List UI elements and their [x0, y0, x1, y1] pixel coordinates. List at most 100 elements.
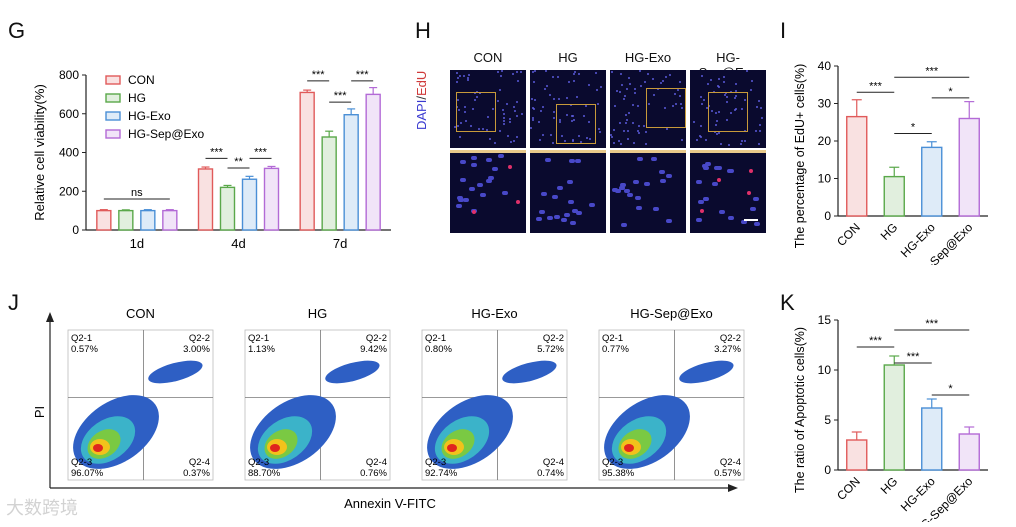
bar — [299, 91, 315, 231]
significance-label: ** — [234, 156, 243, 168]
zoom-region-box — [708, 92, 748, 132]
significance-label: *** — [210, 146, 224, 158]
x-tick-label: 1d — [130, 236, 144, 251]
quadrant-q3-name: Q2-3 — [602, 457, 623, 468]
bar — [365, 93, 381, 231]
bar — [958, 117, 980, 217]
quadrant-q4-value: 0.76% — [360, 468, 387, 479]
label-separator: / — [414, 96, 429, 100]
flow-plot-frame — [598, 329, 745, 481]
quadrant-q4-name: Q2-4 — [720, 457, 741, 468]
significance-label: *** — [254, 146, 268, 158]
x-tick-label: HG — [878, 474, 901, 497]
bar — [241, 178, 258, 231]
density-peak — [270, 444, 280, 452]
quadrant-q4-value: 0.74% — [537, 468, 564, 479]
panel-j-flow-cytometry: PI Annexin V-FITC CON Q2-1 0.57% Q2-2 3.00% Q2-… — [30, 300, 770, 522]
quadrant-q2-name: Q2-2 — [720, 333, 741, 344]
y-tick-label: 400 — [59, 146, 79, 160]
quadrant-q3-name: Q2-3 — [425, 457, 446, 468]
flow-plot-title: HG-Exo — [471, 306, 517, 321]
bar — [921, 146, 943, 217]
significance-label: * — [948, 86, 953, 98]
significance-label: *** — [334, 90, 348, 102]
bar — [140, 209, 156, 231]
bar — [958, 433, 980, 471]
quadrant-q3-value: 88.70% — [248, 468, 281, 479]
quadrant-q4-value: 0.57% — [714, 468, 741, 479]
density-apoptotic — [502, 360, 557, 384]
quadrant-q4-name: Q2-4 — [189, 457, 210, 468]
panel-letter-h: H — [415, 18, 431, 43]
y-tick-label: 30 — [818, 97, 832, 111]
y-tick-label: 10 — [818, 363, 832, 377]
bar — [162, 209, 178, 231]
panel-letter-i: I — [780, 18, 787, 43]
x-tick-label: HG — [878, 220, 901, 243]
legend-swatch — [105, 75, 121, 85]
density-peak — [447, 444, 457, 452]
y-tick-label: 600 — [59, 107, 79, 121]
chart-k-apoptotic-ratio: 0 5 10 15 The ratio of Apoptotic cells(%) CON… — [793, 313, 988, 522]
y-tick-label: 800 — [59, 68, 79, 82]
density-apoptotic — [679, 360, 734, 384]
quadrant-q2-name: Q2-2 — [189, 333, 210, 344]
significance-label: * — [911, 122, 916, 134]
fluor-column-label: CON — [473, 50, 503, 65]
fluor-column-label: HG — [558, 50, 578, 65]
dapi-edu-side-label: DAPI/EdU — [414, 71, 429, 130]
zoom-region-box — [646, 88, 686, 128]
bar — [263, 167, 280, 231]
quadrant-q2-value: 3.27% — [714, 344, 741, 355]
panel-letter-j: J — [8, 290, 19, 315]
y-tick-label: 20 — [818, 134, 832, 148]
density-peak — [624, 444, 634, 452]
density-peak — [93, 444, 103, 452]
quadrant-q4-value: 0.37% — [183, 468, 210, 479]
bar — [846, 439, 868, 471]
y-tick-label: 0 — [72, 223, 79, 237]
bar — [321, 136, 337, 231]
quadrant-q4-name: Q2-4 — [366, 457, 387, 468]
significance-label: *** — [869, 335, 883, 347]
quadrant-q3-name: Q2-3 — [71, 457, 92, 468]
y-tick-label: 5 — [824, 413, 831, 427]
x-tick-label: 4d — [231, 236, 245, 251]
quadrant-q1-name: Q2-1 — [248, 333, 269, 344]
density-apoptotic — [148, 360, 203, 384]
flow-plot-frame — [244, 329, 391, 481]
legend-label: HG — [128, 91, 146, 105]
pi-axis-label: PI — [32, 406, 47, 418]
quadrant-q4-name: Q2-4 — [543, 457, 564, 468]
significance-label: * — [948, 383, 953, 395]
quadrant-q3-name: Q2-3 — [248, 457, 269, 468]
dapi-label: DAPI — [414, 99, 429, 130]
chart-i-edu-percentage: 0 10 20 30 40 The percentage of EdU+ cells(%)… — [793, 59, 988, 265]
fluor-image-overview — [450, 70, 526, 148]
flow-plot-title: CON — [126, 306, 155, 321]
scale-bar — [744, 219, 758, 221]
significance-label: *** — [869, 80, 883, 92]
bar — [343, 114, 359, 231]
x-tick-label: 7d — [333, 236, 347, 251]
legend-swatch — [105, 129, 121, 139]
y-tick-label: 200 — [59, 184, 79, 198]
bar — [846, 115, 868, 217]
quadrant-q2-name: Q2-2 — [543, 333, 564, 344]
edu-label: EdU — [414, 70, 429, 97]
y-tick-label: 0 — [824, 463, 831, 477]
fluor-image-overview — [690, 70, 766, 148]
significance-label: *** — [925, 318, 939, 330]
legend-label: HG-Sep@Exo — [128, 127, 205, 141]
legend-label: HG-Exo — [128, 109, 171, 123]
flow-plot-frame — [67, 329, 214, 481]
flow-plot-title: HG — [308, 306, 328, 321]
quadrant-q1-value: 1.13% — [248, 344, 275, 355]
y-tick-label: 40 — [818, 59, 832, 73]
bar — [96, 209, 112, 231]
quadrant-q2-value: 3.00% — [183, 344, 210, 355]
fluor-image-zoom — [530, 150, 606, 233]
quadrant-q3-value: 95.38% — [602, 468, 635, 479]
flow-plot-title: HG-Sep@Exo — [630, 306, 713, 321]
bar — [219, 186, 236, 231]
